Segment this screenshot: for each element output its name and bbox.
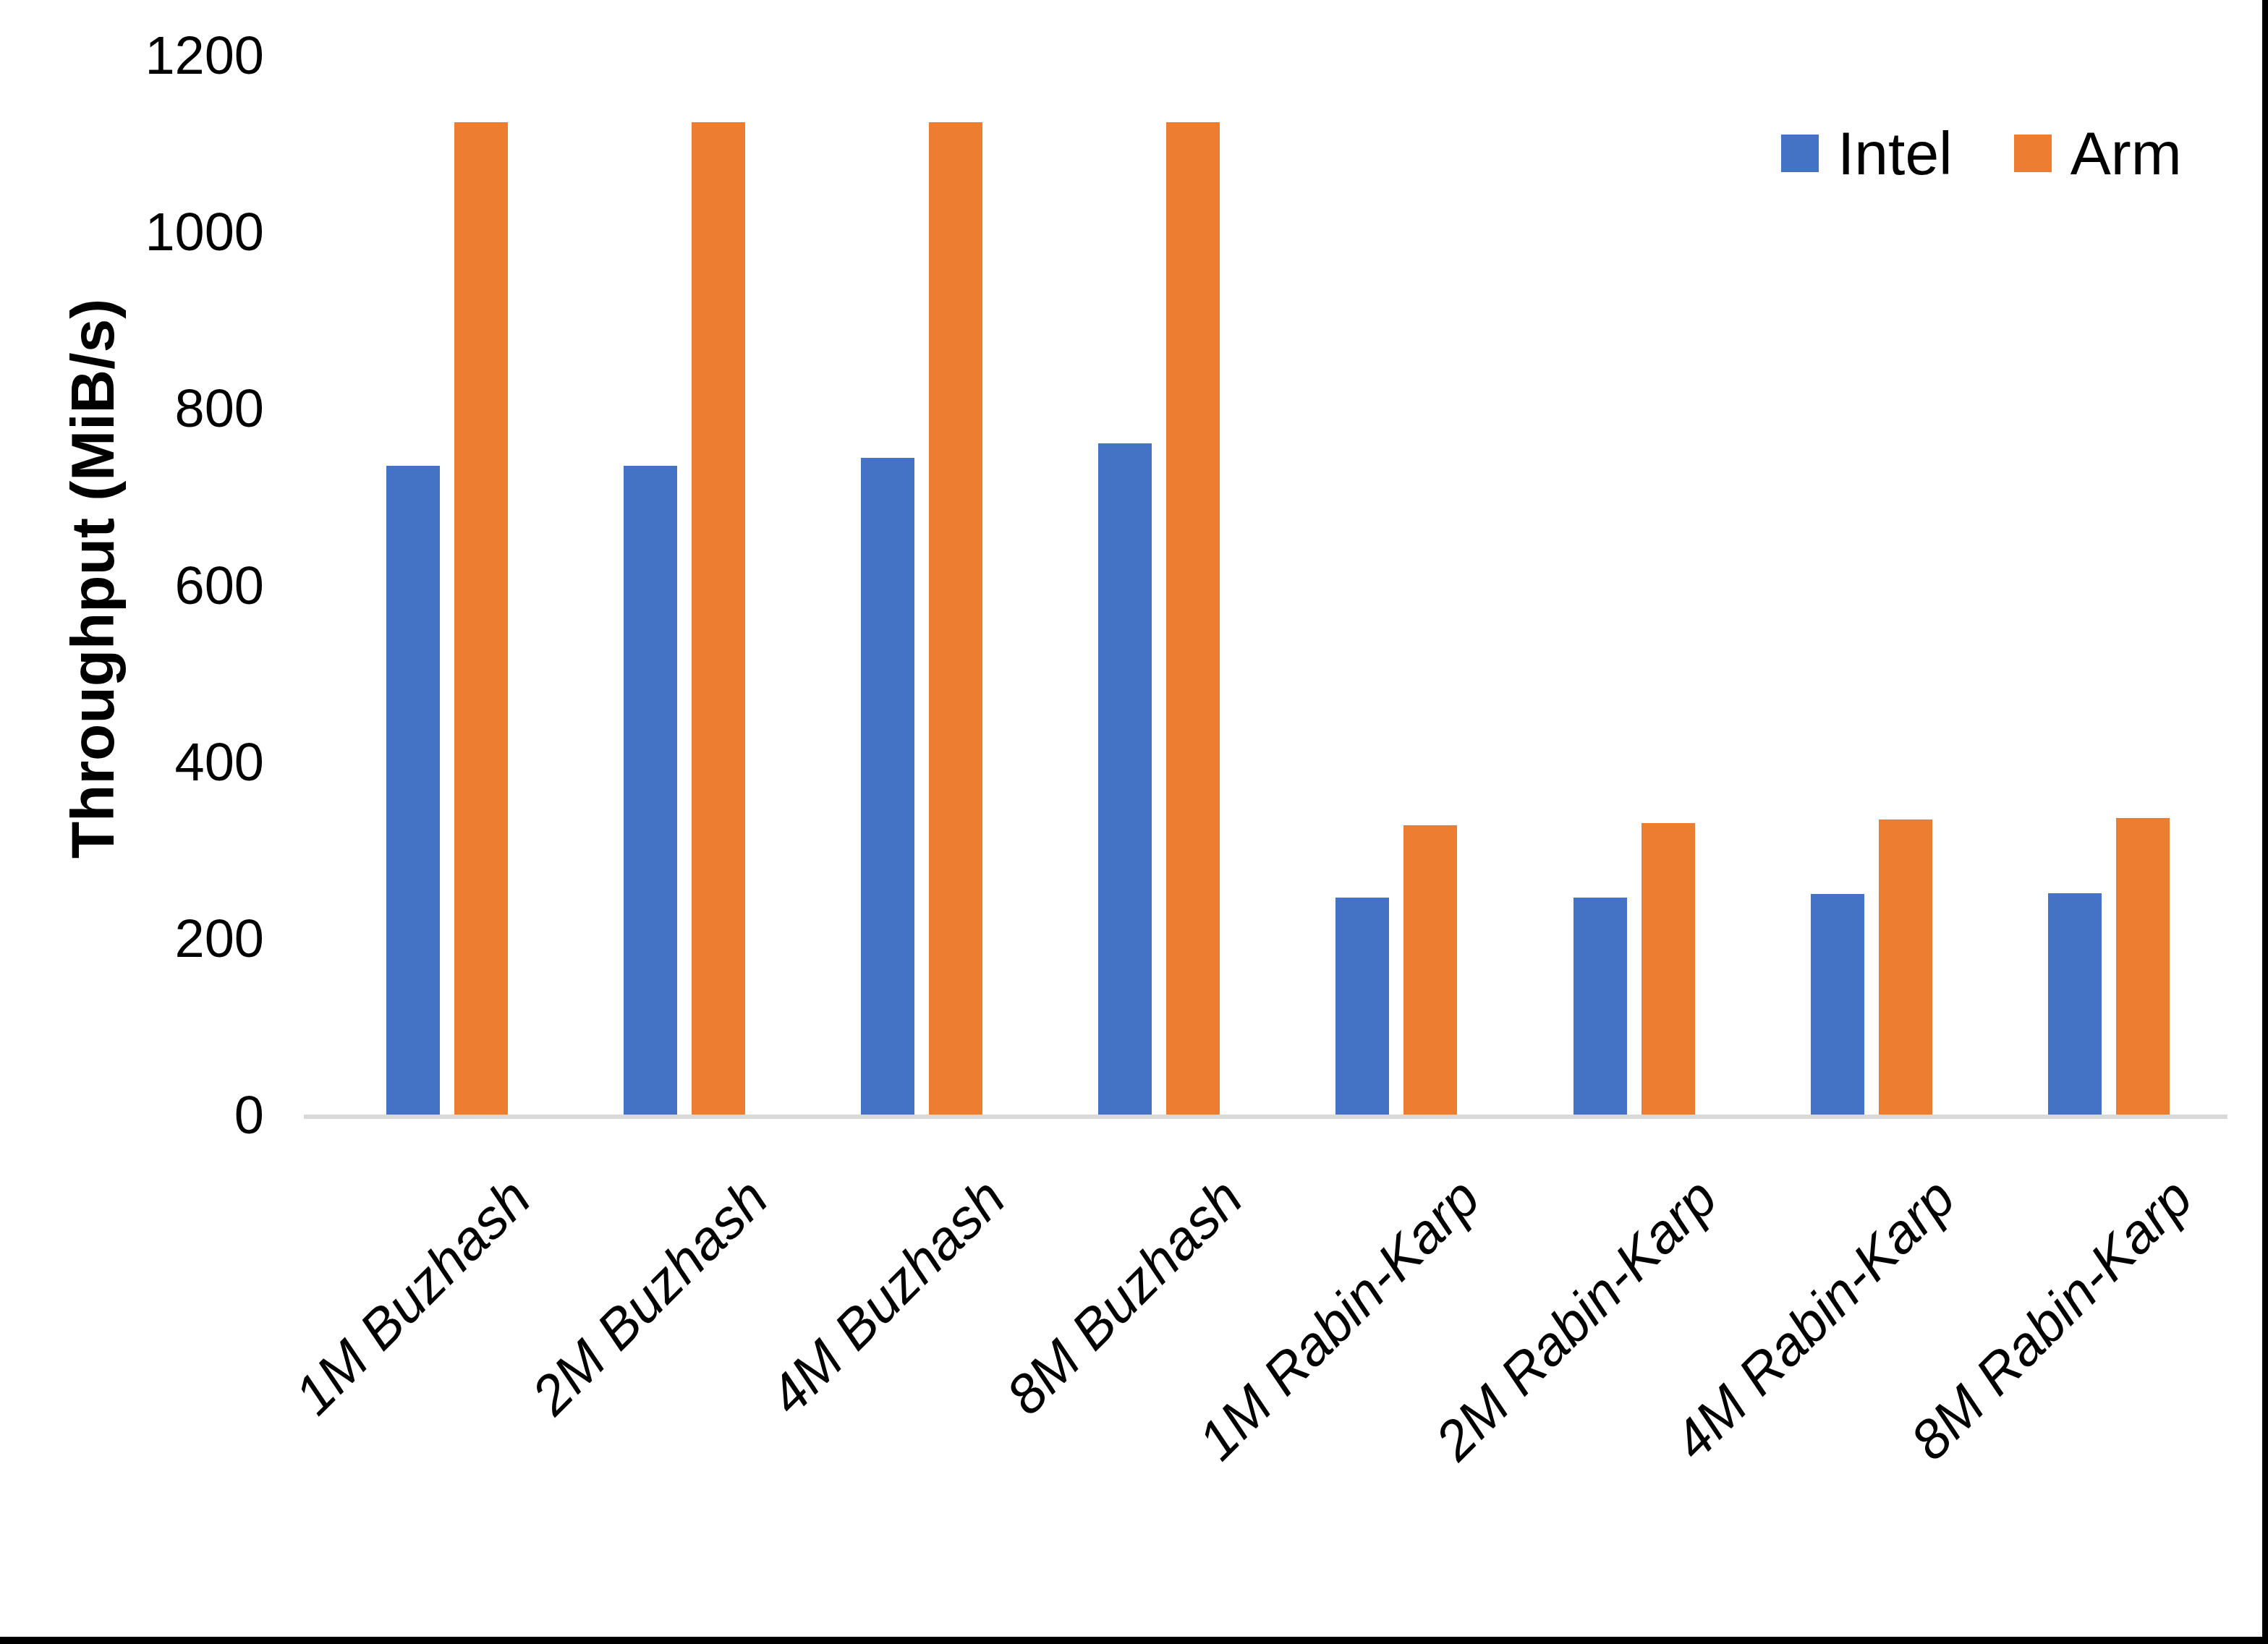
bar-arm-1m-buzhash	[454, 122, 508, 1115]
y-tick-label-600: 600	[175, 554, 264, 616]
x-axis-line	[304, 1115, 2227, 1119]
bar-arm-2m-rabin-karp	[1641, 823, 1695, 1115]
legend-label-arm: Arm	[2070, 123, 2182, 184]
window-border-bottom	[0, 1637, 2268, 1644]
bar-intel-2m-buzhash	[624, 466, 677, 1115]
legend-swatch-arm	[2014, 135, 2052, 172]
bar-intel-1m-rabin-karp	[1335, 898, 1389, 1115]
bar-arm-8m-rabin-karp	[2116, 818, 2170, 1115]
legend-label-intel: Intel	[1838, 123, 1953, 184]
x-label-8m-buzhash: 8M Buzhash	[994, 1166, 1254, 1426]
bar-intel-8m-rabin-karp	[2048, 893, 2102, 1115]
bar-intel-4m-rabin-karp	[1811, 894, 1864, 1115]
legend-item-intel: Intel	[1781, 123, 1953, 184]
x-label-2m-buzhash: 2M Buzhash	[519, 1166, 779, 1426]
y-axis-title: Throughput (MiB/s)	[58, 299, 128, 859]
legend: Intel Arm	[1781, 123, 2182, 184]
window-border-right	[2262, 0, 2268, 1644]
x-label-4m-buzhash: 4M Buzhash	[756, 1166, 1016, 1426]
y-tick-label-400: 400	[175, 731, 264, 792]
y-tick-label-1200: 1200	[145, 25, 264, 86]
y-tick-label-0: 0	[234, 1084, 264, 1146]
bar-intel-1m-buzhash	[386, 466, 440, 1115]
throughput-bar-chart: Throughput (MiB/s) 0 200 400 600 800 1000 1200…	[0, 0, 2268, 1644]
y-tick-label-200: 200	[175, 907, 264, 968]
legend-swatch-intel	[1781, 135, 1819, 172]
bar-intel-4m-buzhash	[861, 458, 914, 1115]
bar-arm-2m-buzhash	[692, 122, 745, 1115]
bar-arm-8m-buzhash	[1166, 122, 1220, 1115]
y-tick-label-800: 800	[175, 378, 264, 439]
bar-intel-2m-rabin-karp	[1573, 898, 1627, 1115]
bar-arm-1m-rabin-karp	[1403, 825, 1457, 1115]
bar-arm-4m-rabin-karp	[1879, 819, 1932, 1115]
bar-arm-4m-buzhash	[929, 122, 982, 1115]
x-label-1m-buzhash: 1M Buzhash	[281, 1166, 542, 1426]
y-tick-label-1000: 1000	[145, 201, 264, 263]
legend-item-arm: Arm	[2014, 123, 2182, 184]
bar-intel-8m-buzhash	[1098, 443, 1152, 1115]
